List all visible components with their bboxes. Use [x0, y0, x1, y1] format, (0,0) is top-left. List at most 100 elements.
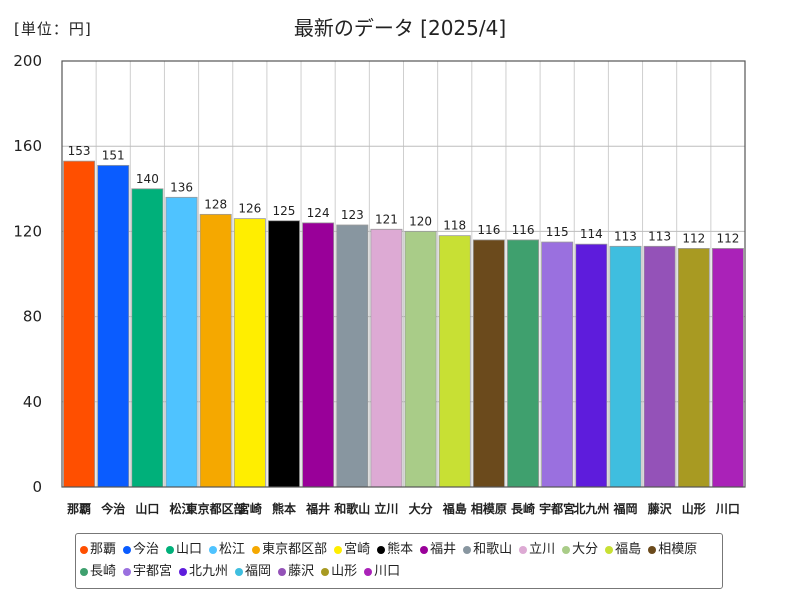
legend-item: 大分 [562, 539, 598, 561]
legend-swatch [209, 545, 218, 554]
legend-item: 立川 [519, 539, 555, 561]
y-tick-label: 200 [13, 52, 42, 70]
data-label: 120 [409, 214, 432, 228]
data-label: 153 [68, 144, 91, 158]
data-label: 140 [136, 172, 159, 186]
bar-10 [404, 230, 437, 488]
y-tick-label: 160 [13, 137, 42, 155]
legend-label: 那覇 [90, 542, 117, 557]
x-tick-label: 山口 [135, 501, 159, 516]
legend-item: 東京都区部 [252, 539, 327, 561]
legend-swatch [334, 545, 343, 554]
data-label: 121 [375, 212, 398, 226]
bar-13 [507, 239, 540, 488]
legend-label: 立川 [529, 542, 556, 557]
legend-item: 長崎 [80, 561, 116, 583]
bar-11 [438, 235, 471, 488]
bar-18 [677, 248, 710, 488]
legend-swatch [562, 545, 571, 554]
legend-label: 福井 [430, 542, 457, 557]
x-tick-label: 宇都宮 [539, 501, 575, 516]
data-label: 123 [341, 208, 364, 222]
legend: 那覇 今治 山口 松江 東京都区部 宮崎 熊本 福井 和歌山 立川 大分 福島 相模原長崎 宇都宮 北九州 福… [75, 533, 723, 589]
legend-item: 那覇 [80, 539, 116, 561]
legend-label: 長崎 [90, 564, 117, 579]
x-tick-label: 松江 [170, 501, 194, 516]
bar-5 [233, 218, 266, 488]
legend-swatch [252, 545, 261, 554]
bar-16 [609, 245, 642, 488]
legend-swatch [605, 545, 614, 554]
legend-item: 福島 [605, 539, 641, 561]
bar-7 [302, 222, 335, 488]
bar-2 [131, 188, 164, 488]
bar-1 [97, 164, 130, 488]
bar-12 [472, 239, 505, 488]
bar-14 [541, 241, 574, 488]
data-label: 128 [204, 197, 227, 211]
legend-label: 宇都宮 [133, 564, 173, 579]
legend-label: 山形 [331, 564, 358, 579]
x-tick-label: 宮崎 [238, 501, 262, 516]
legend-swatch [123, 567, 132, 576]
x-tick-label: 福井 [305, 501, 330, 516]
bar-4 [199, 213, 232, 488]
legend-swatch [80, 567, 88, 576]
bar-8 [336, 224, 369, 488]
data-label: 126 [238, 202, 261, 216]
plot-area: 0 40 80 120 160 200 153 那覇 151 今治 140 山口 136 松江 128 東京都… [13, 52, 746, 516]
legend-item: 熊本 [377, 539, 413, 561]
legend-item: 松江 [209, 539, 245, 561]
x-tick-label: 相模原 [471, 501, 507, 516]
legend-swatch [463, 545, 472, 554]
x-tick-label: 山形 [682, 501, 706, 516]
data-label: 113 [648, 229, 671, 243]
data-label: 124 [307, 206, 330, 220]
bar-19 [711, 248, 744, 488]
x-tick-label: 福岡 [612, 501, 637, 516]
x-tick-label: 東京都区部 [186, 501, 246, 516]
legend-item: 今治 [123, 539, 159, 561]
x-tick-label: 那覇 [67, 502, 91, 516]
legend-label: 福岡 [245, 564, 272, 579]
legend-label: 福島 [615, 542, 642, 557]
x-tick-label: 熊本 [272, 501, 296, 516]
legend-swatch [235, 567, 244, 576]
x-tick-label: 長崎 [511, 501, 535, 516]
legend-swatch [648, 545, 657, 554]
x-tick-label: 立川 [374, 501, 398, 516]
data-label: 125 [273, 204, 296, 218]
legend-label: 熊本 [387, 542, 414, 557]
y-tick-label: 40 [23, 393, 42, 411]
unit-label: [単位：円] [14, 20, 92, 38]
data-label: 114 [580, 227, 603, 241]
legend-label: 東京都区部 [262, 542, 328, 557]
x-tick-label: 川口 [715, 502, 740, 516]
legend-swatch [519, 545, 528, 554]
x-tick-label: 北九州 [573, 501, 609, 516]
x-tick-label: 和歌山 [333, 501, 370, 516]
x-tick-label: 今治 [100, 501, 125, 516]
legend-item: 福井 [420, 539, 456, 561]
legend-swatch [123, 545, 132, 554]
y-tick-label: 0 [32, 478, 42, 496]
bar-6 [267, 220, 300, 488]
legend-item: 北九州 [179, 561, 228, 583]
legend-label: 松江 [219, 542, 246, 557]
legend-item: 宮崎 [334, 539, 370, 561]
plot-frame [61, 60, 746, 488]
legend-swatch [420, 545, 429, 554]
legend-label: 大分 [572, 542, 599, 557]
bar-9 [370, 228, 403, 488]
data-label: 151 [102, 148, 125, 162]
legend-item: 相模原 [648, 539, 697, 561]
legend-swatch [377, 545, 386, 554]
legend-item: 山形 [321, 561, 357, 583]
bar-3 [165, 196, 198, 488]
legend-swatch [179, 567, 188, 576]
legend-label: 宮崎 [344, 542, 371, 557]
legend-label: 北九州 [189, 564, 229, 579]
x-tick-label: 福島 [442, 501, 467, 516]
legend-item: 藤沢 [278, 561, 314, 583]
